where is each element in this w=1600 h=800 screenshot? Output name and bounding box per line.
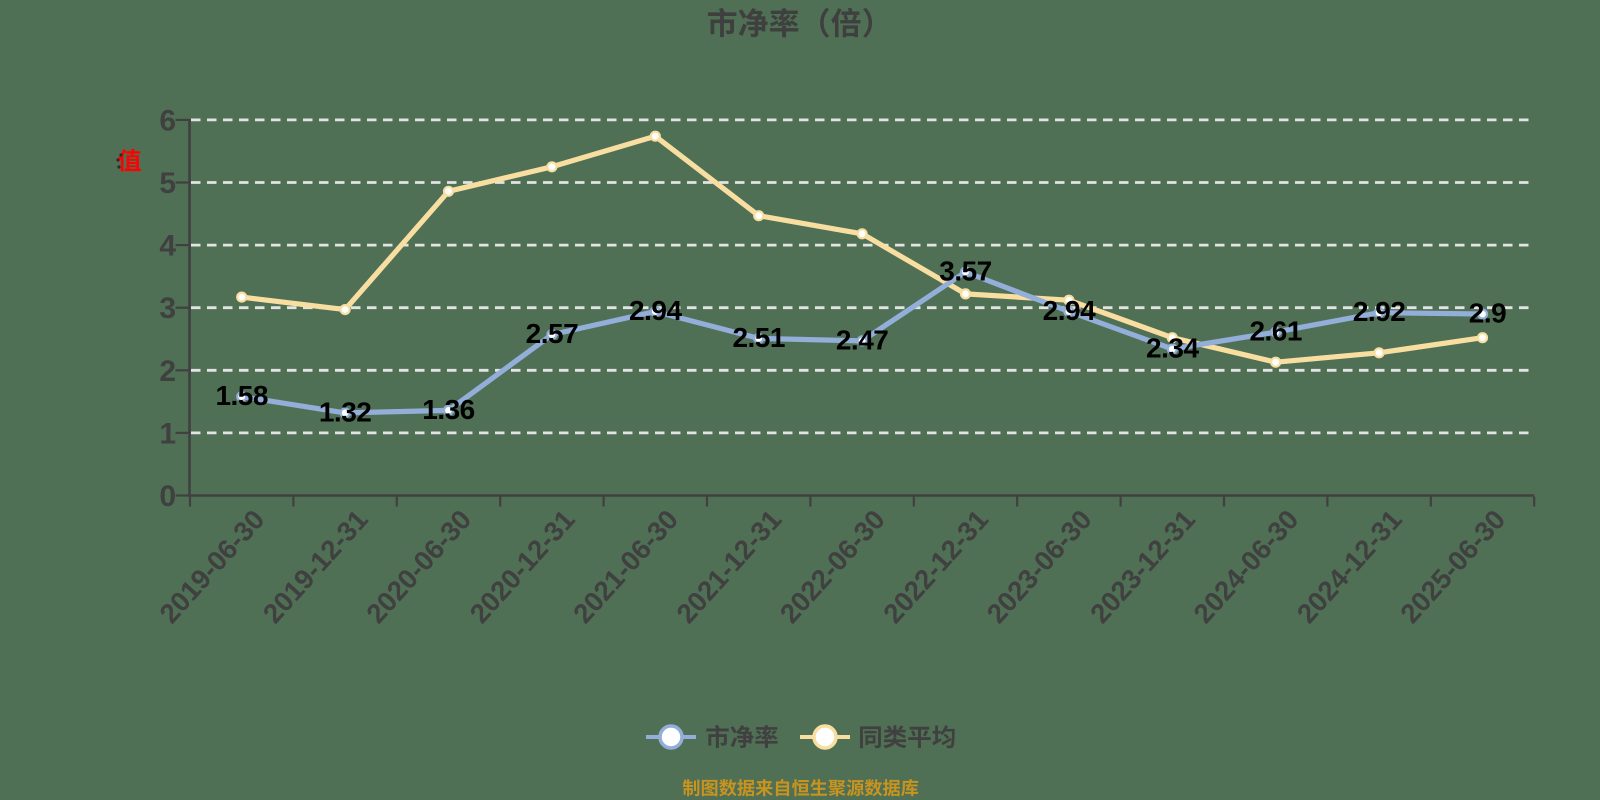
svg-text:2.94: 2.94 [629, 295, 682, 326]
svg-text:2.47: 2.47 [836, 324, 889, 355]
svg-text:1: 1 [159, 417, 176, 450]
svg-text:2019-06-30: 2019-06-30 [153, 504, 270, 629]
svg-text:2023-06-30: 2023-06-30 [980, 504, 1097, 629]
svg-text:2.94: 2.94 [1043, 295, 1096, 326]
svg-text:0: 0 [159, 480, 176, 513]
svg-text:2024-06-30: 2024-06-30 [1187, 504, 1304, 629]
svg-text:2020-12-31: 2020-12-31 [463, 504, 580, 629]
svg-text:2021-12-31: 2021-12-31 [670, 504, 787, 629]
svg-text:2.51: 2.51 [732, 322, 785, 353]
svg-text:2.9: 2.9 [1469, 298, 1506, 329]
svg-text:4: 4 [159, 230, 176, 263]
svg-text:1.36: 1.36 [422, 394, 475, 425]
svg-text:2: 2 [159, 355, 176, 388]
svg-text:2020-06-30: 2020-06-30 [360, 504, 477, 629]
svg-text:3: 3 [159, 292, 176, 325]
svg-text:2.61: 2.61 [1249, 316, 1302, 347]
svg-text:2019-12-31: 2019-12-31 [257, 504, 374, 629]
svg-text:2.92: 2.92 [1353, 296, 1406, 327]
svg-text:2.57: 2.57 [526, 318, 579, 349]
svg-text:6: 6 [159, 104, 176, 137]
svg-text:2023-12-31: 2023-12-31 [1084, 504, 1201, 629]
svg-text:3.57: 3.57 [939, 256, 992, 287]
svg-text:2024-12-31: 2024-12-31 [1291, 504, 1408, 629]
svg-text:2021-06-30: 2021-06-30 [567, 504, 684, 629]
svg-text:2022-12-31: 2022-12-31 [877, 504, 994, 629]
svg-text:2022-06-30: 2022-06-30 [774, 504, 891, 629]
svg-text:2025-06-30: 2025-06-30 [1394, 504, 1511, 629]
svg-text:2.34: 2.34 [1146, 333, 1199, 364]
svg-text:5: 5 [159, 167, 176, 200]
svg-text:1.32: 1.32 [319, 396, 372, 427]
svg-text:1.58: 1.58 [215, 380, 268, 411]
